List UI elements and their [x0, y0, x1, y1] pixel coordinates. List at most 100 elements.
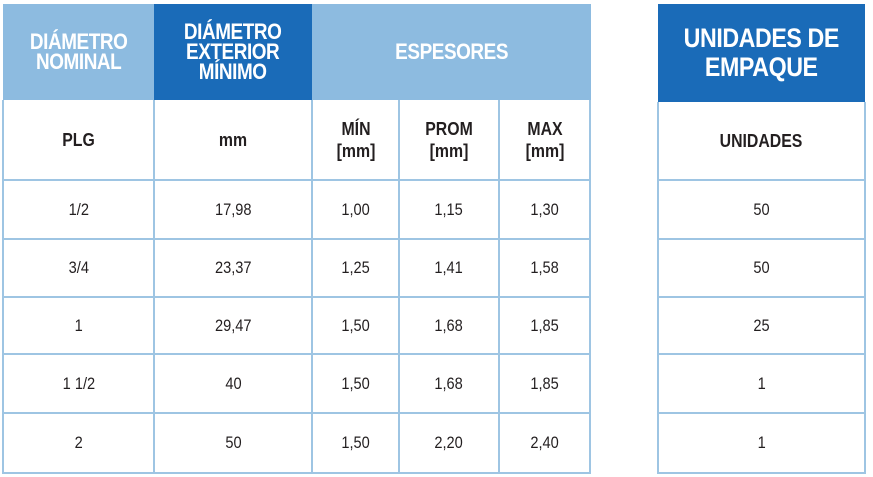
header-diametro-exterior-line2: EXTERIOR [186, 39, 280, 64]
cell-prom: 1,41 [434, 258, 464, 277]
subheader-min: MÍN [mm] [312, 100, 399, 180]
header-espesores-label: ESPESORES [395, 39, 508, 64]
table-row-3-nominal: 1 1/2 [3, 354, 154, 413]
table-row-1-max: 1,58 [499, 239, 591, 297]
table-row-0-nominal: 1/2 [3, 180, 154, 239]
subheader-prom: PROM [mm] [399, 100, 499, 180]
cell-max: 2,40 [530, 433, 560, 452]
cell-exterior: 50 [224, 433, 242, 452]
grid-line [2, 412, 591, 414]
cell-unidades: 1 [757, 373, 766, 393]
header-diametro-exterior: DIÁMETRO EXTERIOR MÍNIMO [154, 4, 312, 100]
header-diametro-exterior-line1: DIÁMETRO [184, 19, 282, 44]
table-row-3-exterior: 40 [154, 354, 312, 413]
subheader-mm: mm [154, 100, 312, 180]
header-unidades-empaque-line1: UNIDADES DE [683, 23, 840, 53]
cell-nominal: 2 [74, 433, 83, 452]
cell-unidades: 50 [753, 199, 770, 219]
cell-min: 1,50 [341, 373, 370, 393]
cell-exterior: 29,47 [214, 315, 252, 335]
header-espesores: ESPESORES [312, 4, 591, 100]
subheader-prom-line1: PROM [425, 119, 473, 139]
grid-line [398, 100, 400, 474]
grid-line [657, 296, 866, 298]
subheader-min-line1: MÍN [340, 119, 371, 139]
cell-nominal: 1 1/2 [62, 373, 95, 393]
side-row-4: 1 [658, 413, 865, 473]
table-row-2-min: 1,50 [312, 297, 399, 354]
subheader-min-line2: [mm] [336, 141, 375, 161]
subheader-unidades: UNIDADES [658, 102, 865, 180]
table-row-4-exterior: 50 [154, 413, 312, 473]
grid-line [657, 102, 659, 474]
grid-line [657, 238, 866, 240]
subheader-unidades-label: UNIDADES [720, 131, 803, 151]
grid-line [657, 472, 866, 474]
table-row-4-max: 2,40 [499, 413, 591, 473]
grid-line [153, 100, 155, 474]
cell-min: 1,50 [341, 433, 370, 452]
cell-prom: 2,20 [434, 433, 464, 452]
cell-exterior: 17,98 [214, 199, 252, 219]
header-diametro-exterior-line3: MÍNIMO [199, 59, 267, 84]
table-row-1-prom: 1,41 [399, 239, 499, 297]
grid-line [2, 238, 591, 240]
grid-line [498, 100, 500, 474]
subheader-max: MAX [mm] [499, 100, 591, 180]
subheader-mm-label: mm [218, 130, 248, 150]
grid-line [589, 100, 591, 474]
table-row-2-nominal: 1 [3, 297, 154, 354]
grid-line [2, 100, 4, 474]
subheader-prom-line2: [mm] [429, 141, 469, 161]
table-row-2-prom: 1,68 [399, 297, 499, 354]
table-row-1-exterior: 23,37 [154, 239, 312, 297]
cell-exterior: 40 [224, 373, 242, 393]
table-row-0-min: 1,00 [312, 180, 399, 239]
grid-line [2, 179, 591, 181]
side-row-2: 25 [658, 297, 865, 354]
grid-line [657, 179, 866, 181]
cell-max: 1,85 [530, 373, 560, 393]
cell-prom: 1,15 [434, 199, 464, 219]
table-row-1-min: 1,25 [312, 239, 399, 297]
table-row-1-nominal: 3/4 [3, 239, 154, 297]
grid-line [2, 472, 591, 474]
cell-min: 1,00 [341, 199, 370, 219]
table-row-3-prom: 1,68 [399, 354, 499, 413]
header-diametro-nominal-line2: NOMINAL [35, 49, 122, 74]
table-row-3-min: 1,50 [312, 354, 399, 413]
subheader-max-line1: MAX [527, 119, 563, 139]
cell-max: 1,85 [530, 315, 560, 335]
table-row-3-max: 1,85 [499, 354, 591, 413]
side-row-1: 50 [658, 239, 865, 297]
table-row-2-exterior: 29,47 [154, 297, 312, 354]
subheader-plg: PLG [3, 100, 154, 180]
cell-nominal: 1/2 [68, 199, 89, 219]
cell-nominal: 3/4 [68, 258, 89, 277]
table-row-2-max: 1,85 [499, 297, 591, 354]
cell-max: 1,30 [530, 199, 560, 219]
cell-nominal: 1 [74, 315, 83, 335]
cell-unidades: 25 [753, 315, 770, 335]
grid-line [311, 100, 313, 474]
grid-line [2, 353, 591, 355]
cell-max: 1,58 [530, 258, 560, 277]
cell-prom: 1,68 [434, 373, 464, 393]
grid-line [657, 353, 866, 355]
cell-min: 1,50 [341, 315, 370, 335]
table-row-0-exterior: 17,98 [154, 180, 312, 239]
grid-line [657, 412, 866, 414]
header-unidades-empaque-line2: EMPAQUE [705, 52, 818, 82]
table-row-4-prom: 2,20 [399, 413, 499, 473]
table-row-4-min: 1,50 [312, 413, 399, 473]
side-row-3: 1 [658, 354, 865, 413]
table-row-0-max: 1,30 [499, 180, 591, 239]
cell-min: 1,25 [341, 258, 370, 277]
cell-unidades: 50 [753, 258, 770, 277]
subheader-plg-label: PLG [62, 130, 95, 150]
table-row-4-nominal: 2 [3, 413, 154, 473]
grid-line [2, 296, 591, 298]
grid-line [864, 102, 866, 474]
table-row-0-prom: 1,15 [399, 180, 499, 239]
header-unidades-empaque: UNIDADES DE EMPAQUE [658, 4, 865, 102]
